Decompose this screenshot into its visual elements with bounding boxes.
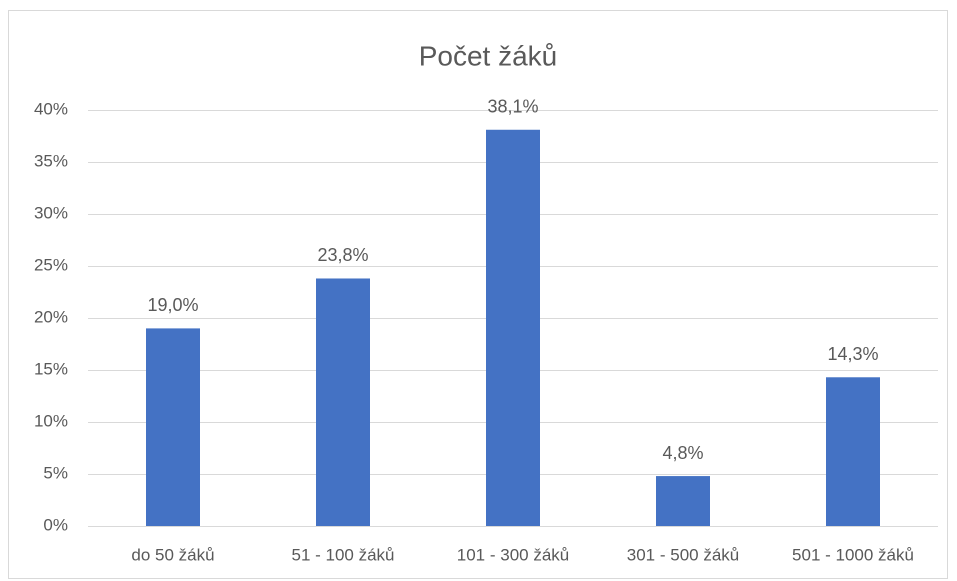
data-label: 14,3%: [827, 344, 878, 364]
data-label: 4,8%: [662, 443, 703, 463]
bar: [656, 476, 710, 526]
x-tick-label: 101 - 300 žáků: [457, 545, 569, 564]
y-tick-label: 30%: [34, 203, 68, 222]
data-label: 19,0%: [147, 295, 198, 315]
bar: [316, 278, 370, 526]
y-tick-label: 35%: [34, 151, 68, 170]
y-tick-label: 10%: [34, 411, 68, 430]
data-label: 38,1%: [487, 97, 538, 117]
y-tick-label: 25%: [34, 255, 68, 274]
y-tick-label: 0%: [43, 515, 68, 534]
bar: [486, 129, 540, 526]
data-label: 23,8%: [317, 245, 368, 265]
y-tick-label: 15%: [34, 359, 68, 378]
y-tick-label: 20%: [34, 307, 68, 326]
y-tick-label: 40%: [34, 99, 68, 118]
bar: [826, 377, 880, 526]
bar: [146, 328, 200, 526]
y-tick-label: 5%: [43, 463, 68, 482]
x-tick-label: 301 - 500 žáků: [627, 545, 739, 564]
chart-title: Počet žáků: [419, 40, 558, 71]
x-tick-label: 51 - 100 žáků: [291, 545, 394, 564]
x-tick-label: do 50 žáků: [131, 545, 214, 564]
x-tick-label: 501 - 1000 žáků: [792, 545, 914, 564]
